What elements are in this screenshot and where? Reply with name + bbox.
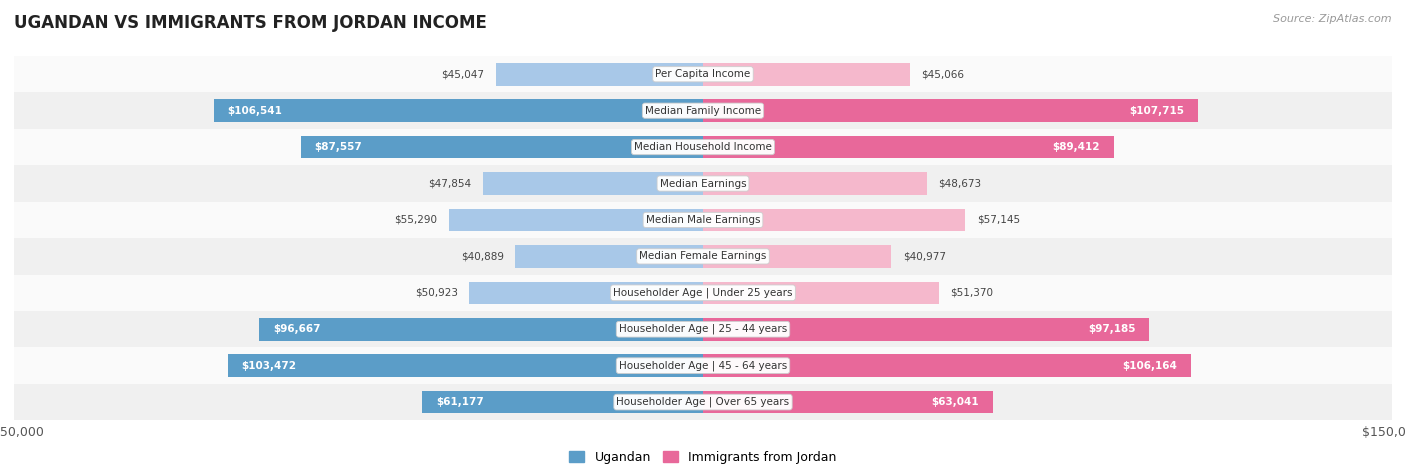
Bar xyxy=(484,172,703,195)
Text: $106,164: $106,164 xyxy=(1122,361,1177,371)
Bar xyxy=(703,209,966,231)
FancyBboxPatch shape xyxy=(14,202,1392,238)
FancyBboxPatch shape xyxy=(14,56,1392,92)
Bar xyxy=(703,99,1198,122)
Text: $47,854: $47,854 xyxy=(429,178,472,189)
Bar xyxy=(422,391,703,413)
FancyBboxPatch shape xyxy=(14,129,1392,165)
Text: $57,145: $57,145 xyxy=(977,215,1021,225)
Text: $63,041: $63,041 xyxy=(931,397,979,407)
Text: Median Female Earnings: Median Female Earnings xyxy=(640,251,766,262)
Text: $45,066: $45,066 xyxy=(921,69,965,79)
Bar xyxy=(214,99,703,122)
Text: Householder Age | Under 25 years: Householder Age | Under 25 years xyxy=(613,288,793,298)
Text: $89,412: $89,412 xyxy=(1052,142,1099,152)
Text: $107,715: $107,715 xyxy=(1129,106,1184,116)
FancyBboxPatch shape xyxy=(14,311,1392,347)
Bar xyxy=(703,391,993,413)
Bar xyxy=(703,136,1114,158)
Text: $61,177: $61,177 xyxy=(436,397,484,407)
Text: Source: ZipAtlas.com: Source: ZipAtlas.com xyxy=(1274,14,1392,24)
FancyBboxPatch shape xyxy=(14,384,1392,420)
FancyBboxPatch shape xyxy=(14,165,1392,202)
Text: Per Capita Income: Per Capita Income xyxy=(655,69,751,79)
Text: Median Earnings: Median Earnings xyxy=(659,178,747,189)
Bar xyxy=(703,63,910,85)
Bar xyxy=(496,63,703,85)
Text: $40,889: $40,889 xyxy=(461,251,503,262)
Text: $103,472: $103,472 xyxy=(242,361,297,371)
Bar xyxy=(228,354,703,377)
Text: Householder Age | Over 65 years: Householder Age | Over 65 years xyxy=(616,397,790,407)
Bar xyxy=(703,245,891,268)
Legend: Ugandan, Immigrants from Jordan: Ugandan, Immigrants from Jordan xyxy=(564,446,842,467)
Bar xyxy=(515,245,703,268)
Text: Householder Age | 45 - 64 years: Householder Age | 45 - 64 years xyxy=(619,361,787,371)
Text: Median Family Income: Median Family Income xyxy=(645,106,761,116)
Text: $45,047: $45,047 xyxy=(441,69,485,79)
Text: UGANDAN VS IMMIGRANTS FROM JORDAN INCOME: UGANDAN VS IMMIGRANTS FROM JORDAN INCOME xyxy=(14,14,486,32)
Text: $50,923: $50,923 xyxy=(415,288,457,298)
Text: $87,557: $87,557 xyxy=(315,142,363,152)
Text: Householder Age | 25 - 44 years: Householder Age | 25 - 44 years xyxy=(619,324,787,334)
Text: $40,977: $40,977 xyxy=(903,251,946,262)
Bar xyxy=(703,354,1191,377)
Bar xyxy=(703,282,939,304)
FancyBboxPatch shape xyxy=(14,92,1392,129)
Text: $48,673: $48,673 xyxy=(938,178,981,189)
FancyBboxPatch shape xyxy=(14,238,1392,275)
Text: $55,290: $55,290 xyxy=(395,215,437,225)
Bar xyxy=(703,318,1149,340)
Bar xyxy=(259,318,703,340)
Bar xyxy=(449,209,703,231)
Text: Median Male Earnings: Median Male Earnings xyxy=(645,215,761,225)
Text: $106,541: $106,541 xyxy=(228,106,283,116)
Text: $51,370: $51,370 xyxy=(950,288,994,298)
Bar xyxy=(703,172,927,195)
Bar xyxy=(301,136,703,158)
Bar xyxy=(470,282,703,304)
FancyBboxPatch shape xyxy=(14,347,1392,384)
Text: $96,667: $96,667 xyxy=(273,324,321,334)
Text: Median Household Income: Median Household Income xyxy=(634,142,772,152)
FancyBboxPatch shape xyxy=(14,275,1392,311)
Text: $97,185: $97,185 xyxy=(1088,324,1136,334)
